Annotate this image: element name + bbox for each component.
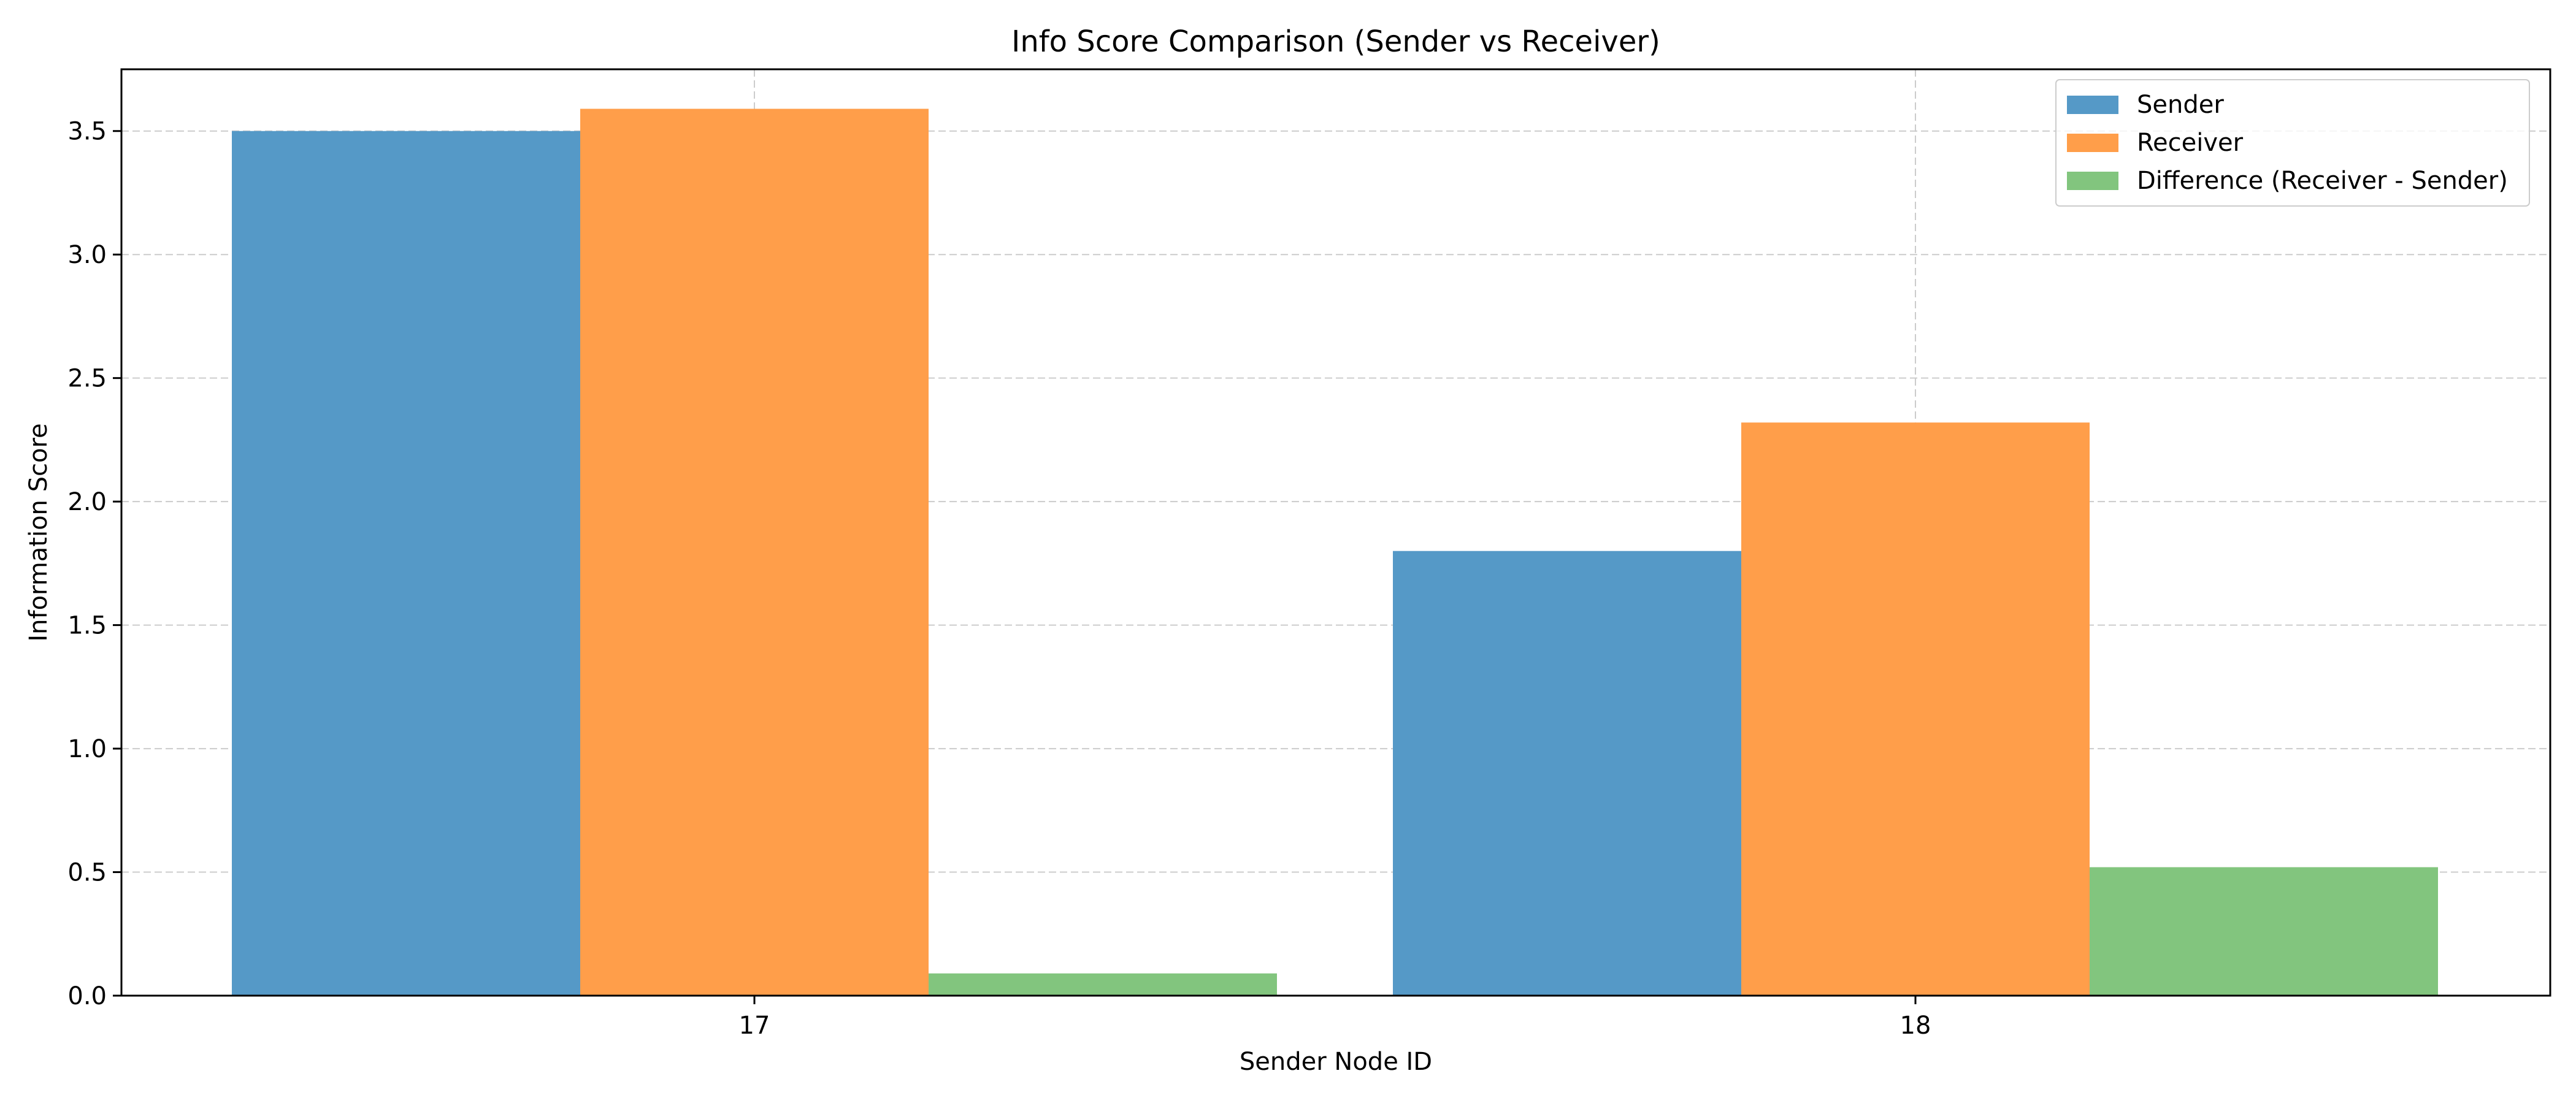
bar-receiver-18 [1741, 422, 2090, 996]
y-tick-label: 2.0 [67, 488, 107, 516]
bar-difference-17 [929, 973, 1277, 996]
legend-swatch [2067, 172, 2118, 190]
y-axis-label: Information Score [25, 423, 53, 641]
legend-label: Difference (Receiver - Sender) [2137, 167, 2508, 195]
legend-label: Receiver [2137, 129, 2244, 157]
bars [232, 109, 2438, 996]
y-tick-label: 0.5 [67, 859, 107, 887]
chart-title: Info Score Comparison (Sender vs Receive… [1011, 25, 1660, 59]
legend-swatch [2067, 96, 2118, 114]
bar-sender-18 [1393, 551, 1741, 996]
y-tick-label: 1.0 [67, 735, 107, 763]
x-axis-ticks: 17 18 [739, 996, 1931, 1040]
legend: Sender Receiver Difference (Receiver - Sen… [2055, 79, 2530, 207]
y-tick-label: 0.0 [67, 982, 107, 1010]
bar-receiver-17 [580, 109, 929, 996]
y-axis-ticks: 0.0 0.5 1.0 1.5 2.0 2.5 3.0 3.5 [67, 118, 121, 1010]
bar-difference-18 [2090, 867, 2438, 996]
y-tick-label: 3.0 [67, 241, 107, 269]
y-tick-label: 3.5 [67, 118, 107, 146]
x-tick-label: 18 [1900, 1012, 1931, 1040]
bar-sender-17 [232, 131, 580, 996]
y-tick-label: 2.5 [67, 365, 107, 393]
x-axis-label: Sender Node ID [1240, 1048, 1432, 1076]
legend-label: Sender [2137, 91, 2224, 119]
legend-swatch [2067, 134, 2118, 152]
x-tick-label: 17 [739, 1012, 770, 1040]
y-tick-label: 1.5 [67, 612, 107, 640]
plot-frame [120, 68, 2551, 997]
legend-box [2055, 79, 2530, 207]
